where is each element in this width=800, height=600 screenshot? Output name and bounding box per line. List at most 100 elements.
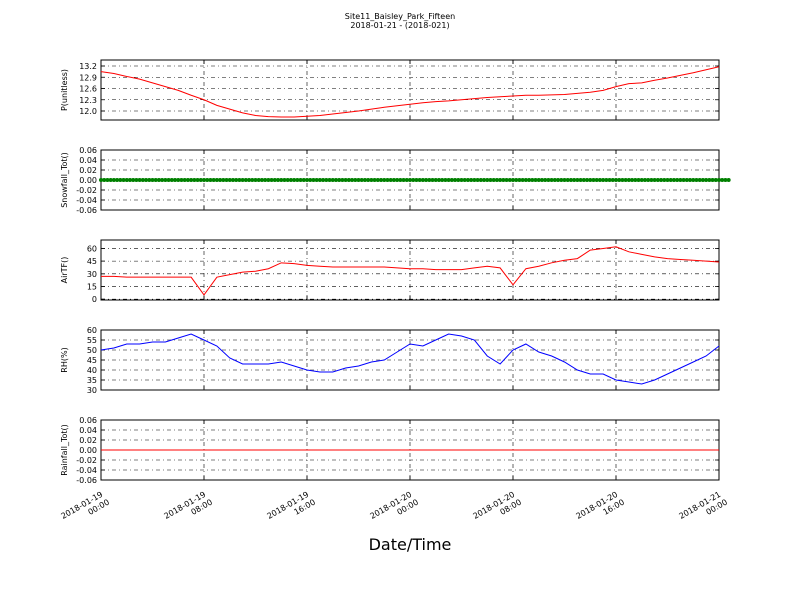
y-tick-label: 0.04 xyxy=(79,156,97,165)
series-marker xyxy=(700,178,705,182)
series-marker xyxy=(263,178,268,182)
series-marker xyxy=(115,178,120,182)
y-tick-label: 60 xyxy=(87,326,97,335)
series-marker xyxy=(308,178,313,182)
series-marker xyxy=(704,178,709,182)
series-marker xyxy=(156,178,161,182)
series-marker xyxy=(227,178,232,182)
series-marker xyxy=(549,178,554,182)
series-marker xyxy=(298,178,303,182)
series-marker xyxy=(440,178,445,182)
y-tick-label: 12.3 xyxy=(79,96,97,105)
y-axis-label: P(unitless) xyxy=(60,69,69,111)
series-marker xyxy=(240,178,245,182)
series-marker xyxy=(543,178,548,182)
series-marker xyxy=(218,178,223,182)
series-marker xyxy=(259,178,264,182)
series-marker xyxy=(189,178,194,182)
series-marker xyxy=(314,178,319,182)
series-marker xyxy=(234,178,239,182)
series-marker xyxy=(607,178,612,182)
series-marker xyxy=(533,178,538,182)
series-marker xyxy=(485,178,490,182)
series-marker xyxy=(610,178,615,182)
series-marker xyxy=(530,178,535,182)
series-marker xyxy=(601,178,606,182)
y-tick-label: 45 xyxy=(87,356,97,365)
series-marker xyxy=(208,178,213,182)
y-tick-label: 50 xyxy=(87,346,97,355)
panel: 12.0 12.3 12.6 12.9 13.2 P(unitless) xyxy=(60,59,720,121)
series-marker xyxy=(433,178,438,182)
series-marker xyxy=(681,178,686,182)
series-marker xyxy=(527,178,532,182)
series-marker xyxy=(366,178,371,182)
series-marker xyxy=(150,178,155,182)
series-marker xyxy=(559,178,564,182)
y-tick-label: 12.9 xyxy=(79,73,97,82)
series-marker xyxy=(247,178,252,182)
y-tick-label: 0.00 xyxy=(79,176,97,185)
series-marker xyxy=(131,178,136,182)
series-marker xyxy=(185,178,190,182)
y-tick-label: 60 xyxy=(87,244,97,253)
series-marker xyxy=(720,178,725,182)
series-marker xyxy=(353,178,358,182)
series-marker xyxy=(266,178,271,182)
series-marker xyxy=(494,178,499,182)
series-marker xyxy=(102,178,107,182)
series-marker xyxy=(668,178,673,182)
series-marker xyxy=(449,178,454,182)
series-marker xyxy=(414,178,419,182)
series-marker xyxy=(507,178,512,182)
series-marker xyxy=(562,178,567,182)
series-marker xyxy=(408,178,412,182)
y-tick-label: 0 xyxy=(92,295,97,304)
series-marker xyxy=(359,178,364,182)
series-marker xyxy=(198,178,203,182)
series-marker xyxy=(256,178,261,182)
series-marker xyxy=(453,178,458,182)
series-marker xyxy=(295,178,300,182)
series-marker xyxy=(723,178,728,182)
series-marker xyxy=(108,178,113,182)
y-tick-label: 13.2 xyxy=(79,62,97,71)
plot-frame xyxy=(100,239,720,301)
series-marker xyxy=(623,178,628,182)
series-marker xyxy=(552,178,557,182)
series-marker xyxy=(572,178,577,182)
series-marker xyxy=(121,178,126,182)
y-axis-label: Rainfall_Tot() xyxy=(60,424,69,476)
series-marker xyxy=(501,178,506,182)
series-marker xyxy=(636,178,641,182)
series-marker xyxy=(726,178,731,182)
series-marker xyxy=(691,178,696,182)
series-marker xyxy=(665,178,670,182)
series-marker xyxy=(404,178,409,182)
series-marker xyxy=(327,178,332,182)
series-marker xyxy=(620,178,625,182)
series-marker xyxy=(395,178,400,182)
y-tick-label: 15 xyxy=(87,282,97,291)
series-marker xyxy=(594,178,599,182)
series-marker xyxy=(163,178,168,182)
series-marker xyxy=(182,178,187,182)
panel: -0.06-0.04-0.020.000.020.040.06 Snowfall_… xyxy=(60,146,731,215)
series-marker xyxy=(279,178,284,182)
series-marker xyxy=(539,178,544,182)
series-marker xyxy=(382,178,387,182)
y-tick-label: 12.6 xyxy=(79,85,97,94)
series-marker xyxy=(321,178,326,182)
series-marker xyxy=(317,178,322,182)
series-marker xyxy=(417,178,422,182)
series-marker xyxy=(285,178,290,182)
series-marker xyxy=(568,178,573,182)
series-marker xyxy=(662,178,667,182)
series-marker xyxy=(675,178,680,182)
chart-title: Site11_Baisley_Park_Fifteen xyxy=(345,12,455,21)
series-marker xyxy=(224,178,229,182)
series-marker xyxy=(173,178,178,182)
series-marker xyxy=(340,178,345,182)
series-marker xyxy=(292,178,297,182)
series-marker xyxy=(398,178,403,182)
